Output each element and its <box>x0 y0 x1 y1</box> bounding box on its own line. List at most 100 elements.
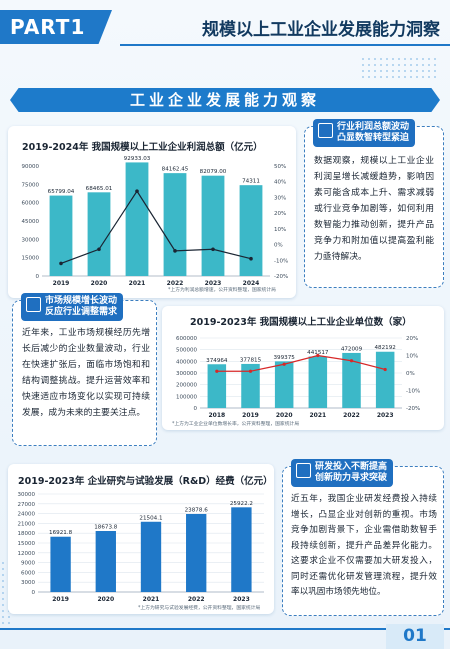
y-tick-label: 27000 <box>18 502 36 508</box>
insight-text: 近年来，工业市场规模经历先增长后减少的企业数量波动，行业在快速扩张后，面临市场饱… <box>22 328 150 418</box>
y-tick-label: 24000 <box>18 512 36 518</box>
decor-dots <box>360 56 440 78</box>
bar <box>125 162 149 276</box>
y-tick-label: 0 <box>32 590 36 596</box>
bar-value-label: 21504.1 <box>139 515 163 521</box>
y2-tick-label: 10% <box>406 354 418 360</box>
header-rule <box>120 44 450 46</box>
bar <box>231 507 252 592</box>
y-tick-label: 60000 <box>22 201 40 207</box>
y2-tick-label: -10% <box>406 389 420 395</box>
x-tick-label: 2022 <box>343 412 360 419</box>
bar-value-label: 377815 <box>240 357 262 363</box>
x-tick-label: 2023 <box>377 412 394 419</box>
x-tick-label: 2019 <box>242 412 259 419</box>
growth-point <box>215 369 219 373</box>
bar <box>163 173 187 276</box>
growth-point <box>248 369 253 373</box>
y-tick-label: 6000 <box>21 570 35 576</box>
bar-value-label: 68465.01 <box>86 186 113 192</box>
bar-value-label: 92933.03 <box>124 156 151 162</box>
growth-point <box>316 353 320 358</box>
profit-chart: 0 15000 30000 45000 60000 75000 90000 65799.04 2… <box>22 156 289 287</box>
lightbulb-icon <box>296 463 311 478</box>
x-tick-label: 2022 <box>167 280 184 287</box>
y2-tick-label: 30% <box>274 195 286 201</box>
bar-value-label: 374964 <box>206 358 228 364</box>
bar <box>241 363 260 408</box>
bar-value-label: 84162.45 <box>162 167 189 173</box>
x-tick-label: 2022 <box>188 596 205 603</box>
growth-point <box>97 247 101 252</box>
units-chart: 0 100000 200000 300000 400000 500000 600000 374… <box>176 336 420 419</box>
bar <box>342 352 361 408</box>
y-tick-label: 21000 <box>18 521 36 527</box>
y-tick-label: 9000 <box>21 561 35 567</box>
insight-text: 数据观察，规模以上工业企业利润呈增长减缓趋势，影响因素可能含成本上升、需求减弱或… <box>314 156 434 262</box>
x-tick-label: 2021 <box>129 280 146 287</box>
y2-tick-label: -10% <box>274 258 288 264</box>
y2-tick-label: 20% <box>406 336 418 342</box>
bar <box>49 195 73 276</box>
y-tick-label: 3000 <box>21 580 35 586</box>
chart-title: 2019-2024年 我国规模以上工业企业利润总额（亿元） <box>22 142 263 153</box>
insight-text: 近五年，我国企业研发经费投入持续增长，凸显企业对创新的重视。市场竞争加剧背景下，… <box>291 494 437 597</box>
rd-chart: 0 3000 6000 9000 12000 15000 18000 21000 24000 27… <box>18 492 264 603</box>
x-tick-label: 2021 <box>143 596 160 603</box>
bar-value-label: 74311 <box>242 179 260 185</box>
page-title: 规模以上工业企业发展能力洞察 <box>202 20 440 40</box>
y-tick-label: 90000 <box>22 164 40 170</box>
x-tick-label: 2019 <box>52 596 69 603</box>
y-tick-label: 400000 <box>176 359 197 365</box>
bar-value-label: 482192 <box>374 345 395 351</box>
insight-title: 行业利润总额波动 凸显数智转型紧迫 <box>313 119 416 147</box>
growth-point <box>383 367 387 372</box>
y2-tick-label: 0% <box>274 243 283 249</box>
chart-title: 2019-2023年 企业研究与试验发展（R&D）经费（亿元） <box>18 476 273 487</box>
y-tick-label: 45000 <box>22 219 40 225</box>
y-tick-label: 18000 <box>18 531 36 537</box>
y-tick-label: 500000 <box>176 348 197 354</box>
y-tick-label: 0 <box>36 274 40 280</box>
x-tick-label: 2019 <box>53 280 70 287</box>
y-tick-label: 15000 <box>18 541 36 547</box>
bar-value-label: 18673.8 <box>94 524 118 530</box>
growth-point <box>173 249 177 253</box>
growth-line <box>60 190 252 264</box>
bar-value-label: 25922.2 <box>230 501 253 507</box>
x-tick-label: 2020 <box>276 412 293 419</box>
y-tick-label: 200000 <box>176 383 197 389</box>
growth-point <box>59 261 63 266</box>
y2-tick-label: 10% <box>274 227 286 233</box>
bar-value-label: 65799.04 <box>48 189 75 195</box>
x-tick-label: 2018 <box>208 412 225 419</box>
growth-point <box>282 362 286 366</box>
y-tick-label: 30000 <box>22 237 40 243</box>
y2-tick-label: -20% <box>274 274 288 280</box>
chart-icon <box>26 297 41 312</box>
insight-box-rd: 研发投入不断提高 创新助力寻求突破 近五年，我国企业研发经费投入持续增长，凸显企… <box>282 459 444 616</box>
bar-value-label: 399375 <box>273 355 295 361</box>
bar <box>375 351 395 408</box>
y-tick-label: 0 <box>194 406 198 412</box>
y-tick-label: 12000 <box>18 551 36 557</box>
units-chart-card: 2019-2023年 我国规模以上工业企业单位数（家） 0 100000 20000… <box>162 306 444 430</box>
y2-tick-label: 50% <box>274 164 286 170</box>
chart-title: 2019-2023年 我国规模以上工业企业单位数（家） <box>190 317 412 328</box>
bar-value-label: 472009 <box>341 346 363 352</box>
x-tick-label: 2020 <box>97 596 114 603</box>
chart-source: *上方为工业企业单位数增长率，公开资料整理，国家统计局 <box>172 422 300 427</box>
magnifier-icon <box>318 123 333 138</box>
y-tick-label: 100000 <box>176 394 197 400</box>
page-number: 01 <box>386 624 444 649</box>
bar <box>186 513 207 592</box>
x-tick-label: 2024 <box>243 280 260 287</box>
chart-source: *上方为利润总额增速，公开资料整理，国家统计局 <box>168 288 276 293</box>
y-tick-label: 300000 <box>176 371 197 377</box>
y2-tick-label: -20% <box>406 406 420 412</box>
bar-value-label: 23878.6 <box>185 507 209 513</box>
bar-value-label: 16921.8 <box>49 530 73 536</box>
profit-chart-card: 2019-2024年 我国规模以上工业企业利润总额（亿元） 0 15000 3000… <box>8 126 296 298</box>
insight-title: 研发投入不断提高 创新助力寻求突破 <box>291 459 394 487</box>
